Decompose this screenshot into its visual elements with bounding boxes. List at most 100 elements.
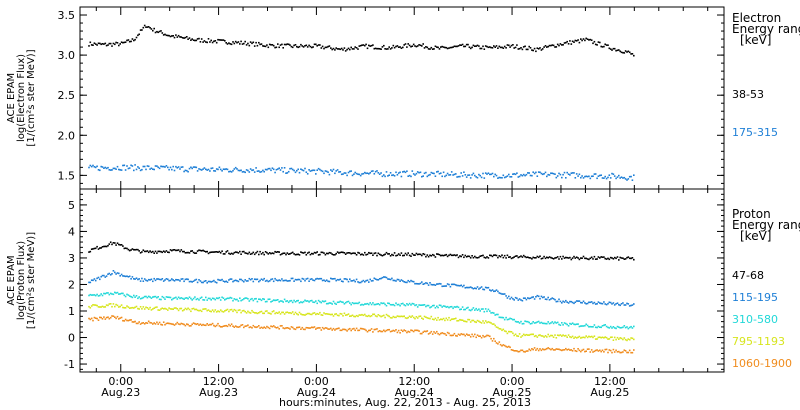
data-point xyxy=(536,255,539,258)
data-point xyxy=(493,175,495,178)
data-point xyxy=(486,321,488,324)
data-point xyxy=(623,52,626,54)
data-point xyxy=(251,252,253,255)
data-point xyxy=(362,254,365,256)
data-point xyxy=(556,175,559,177)
data-point xyxy=(94,317,97,319)
data-point xyxy=(228,310,230,313)
data-point xyxy=(622,257,624,259)
data-point xyxy=(508,173,510,176)
data-point xyxy=(209,41,211,43)
data-point xyxy=(268,298,271,300)
data-point xyxy=(575,40,578,42)
data-point xyxy=(218,39,221,41)
data-point xyxy=(388,46,390,48)
data-point xyxy=(537,48,540,50)
data-point xyxy=(581,336,583,339)
data-point xyxy=(248,311,251,314)
data-point xyxy=(448,316,450,319)
data-point xyxy=(282,327,284,329)
data-point xyxy=(491,323,494,325)
data-point xyxy=(119,43,121,45)
data-point xyxy=(431,172,434,174)
data-point xyxy=(100,316,102,319)
data-point xyxy=(331,313,333,316)
data-point xyxy=(233,326,236,328)
data-point xyxy=(410,175,412,178)
data-point xyxy=(274,277,276,280)
data-point xyxy=(392,303,395,306)
data-point xyxy=(340,47,343,50)
data-point xyxy=(190,166,192,169)
data-point xyxy=(324,327,327,329)
data-point xyxy=(429,282,431,284)
data-point xyxy=(601,177,604,179)
data-point xyxy=(304,167,306,170)
data-point xyxy=(599,41,601,44)
data-point xyxy=(580,325,582,327)
data-point xyxy=(162,34,165,36)
data-point xyxy=(368,303,370,306)
data-point xyxy=(150,322,153,324)
data-point xyxy=(328,251,331,254)
data-point xyxy=(486,287,488,289)
data-point xyxy=(263,277,265,280)
data-point xyxy=(563,322,566,324)
data-point xyxy=(381,46,384,48)
data-point xyxy=(497,256,499,259)
data-point xyxy=(605,258,608,260)
data-point xyxy=(484,172,487,174)
data-point xyxy=(281,300,283,302)
data-point xyxy=(286,43,289,45)
data-point xyxy=(388,278,390,280)
data-point xyxy=(350,46,352,49)
data-point xyxy=(525,333,528,336)
data-point xyxy=(604,43,606,46)
data-point xyxy=(603,324,605,327)
data-point xyxy=(225,298,227,300)
data-point xyxy=(139,306,142,308)
data-point xyxy=(446,331,449,334)
data-point xyxy=(366,315,369,318)
data-point xyxy=(603,337,605,339)
data-point xyxy=(434,332,437,334)
data-point xyxy=(336,327,339,330)
data-point xyxy=(450,283,453,286)
data-point xyxy=(127,276,130,278)
data-point xyxy=(258,170,260,172)
data-point xyxy=(128,249,131,252)
data-point xyxy=(317,327,320,329)
data-point xyxy=(264,310,267,313)
data-point xyxy=(168,34,170,37)
data-point xyxy=(532,256,534,259)
data-point xyxy=(287,280,290,282)
data-point xyxy=(165,296,168,298)
data-point xyxy=(567,257,570,259)
data-point xyxy=(130,319,132,321)
data-point xyxy=(421,45,423,47)
data-point xyxy=(423,304,426,306)
data-point xyxy=(325,170,328,173)
series-38-53 xyxy=(88,24,635,57)
data-point xyxy=(412,280,415,283)
data-point xyxy=(548,347,551,350)
data-point xyxy=(536,294,539,297)
data-point xyxy=(544,348,547,351)
data-point xyxy=(365,43,367,46)
data-point xyxy=(262,298,264,300)
data-point xyxy=(571,322,574,324)
data-point xyxy=(537,349,540,352)
data-point xyxy=(290,252,293,254)
data-point xyxy=(264,280,267,282)
data-point xyxy=(228,297,230,300)
data-point xyxy=(177,34,180,37)
data-point xyxy=(623,258,626,260)
data-point xyxy=(160,308,162,310)
data-point xyxy=(122,306,124,309)
data-point xyxy=(146,280,149,282)
data-point xyxy=(532,321,534,323)
data-point xyxy=(476,309,479,311)
data-point xyxy=(350,303,352,306)
data-point xyxy=(169,249,172,251)
data-point xyxy=(455,173,457,175)
